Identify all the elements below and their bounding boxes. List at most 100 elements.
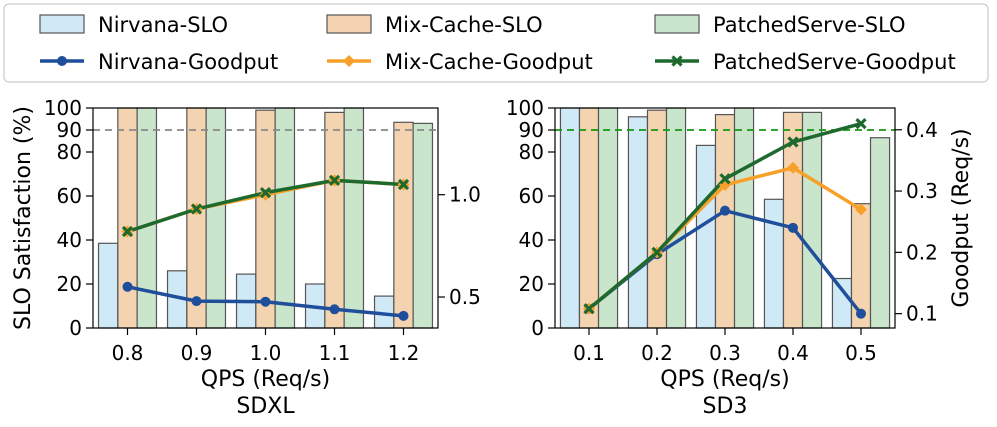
legend-item-patchedserve-goodput: PatchedServe-Goodput	[655, 50, 956, 74]
point-nirvana-goodput-0.8	[122, 281, 133, 292]
y-left-tick-label: 90	[57, 118, 82, 142]
legend-item-mix-cache-slo: Mix-Cache-SLO	[326, 13, 543, 37]
point-mix-cache-goodput-0.4	[787, 161, 799, 174]
y-left-tick-label: 20	[57, 272, 82, 296]
legend-label: Mix-Cache-SLO	[385, 13, 543, 37]
legend-frame	[3, 3, 989, 83]
x-tick-label: 0.8	[112, 341, 144, 365]
bar-nirvana-slo-0.8	[97, 242, 119, 329]
legend-item-mix-cache-goodput: Mix-Cache-Goodput	[327, 50, 593, 74]
legend-marker	[671, 55, 683, 67]
bar-nirvana-slo-0.1	[559, 107, 581, 329]
y-right-tick-label: 1.0	[449, 183, 481, 207]
x-tick-label: 0.1	[573, 341, 605, 365]
bar-patchedserve-slo-0.8	[136, 107, 158, 329]
point-patchedserve-goodput-0.5-stroke	[855, 117, 867, 130]
bar-nirvana-slo-0.3	[695, 144, 717, 329]
point-patchedserve-goodput-0.4-stroke	[787, 136, 799, 148]
y-left-tick-label: 0	[531, 316, 544, 340]
point-nirvana-goodput-1.1	[329, 304, 340, 315]
legend-label: Mix-Cache-Goodput	[385, 50, 593, 74]
y-left-tick-label: 60	[519, 184, 544, 208]
legend-swatch	[654, 14, 700, 34]
y-left-tick-label: 40	[57, 228, 82, 252]
x-tick-label: 0.9	[181, 341, 213, 365]
y-left-tick-label: 100	[506, 96, 544, 120]
y-left-tick-label: 40	[519, 228, 544, 252]
point-nirvana-goodput-1.0	[260, 296, 271, 307]
x-tick-label: 1.1	[319, 341, 351, 365]
chart-title: SD3	[703, 394, 748, 419]
legend-swatch	[326, 14, 372, 34]
point-patchedserve-goodput-0.3-stroke	[719, 173, 731, 185]
point-nirvana-goodput-0.3	[720, 205, 730, 216]
legend-swatch	[39, 14, 85, 34]
point-patchedserve-goodput-0.9	[190, 203, 203, 215]
bar-mix-cache-slo-0.8	[117, 107, 138, 329]
point-patchedserve-goodput-1.0-stroke	[259, 187, 272, 199]
chart-title: SDXL	[236, 394, 295, 419]
legend-item-nirvana-goodput: Nirvana-Goodput	[40, 50, 278, 74]
x-tick-label: 1.0	[250, 341, 282, 365]
point-patchedserve-goodput-0.8-stroke	[121, 225, 134, 238]
bar-mix-cache-slo-0.1	[578, 107, 600, 329]
point-patchedserve-goodput-0.4	[787, 136, 799, 148]
x-axis-label: QPS (Req/s)	[660, 367, 789, 392]
point-patchedserve-goodput-1.1-stroke	[328, 174, 341, 186]
x-tick-label: 0.3	[709, 341, 741, 365]
y-right-tick-label: 0.2	[906, 240, 938, 264]
legend-item-nirvana-slo: Nirvana-SLO	[39, 13, 228, 37]
y-right-tick-label: 0.3	[906, 179, 938, 203]
y-right-axis-label: Goodput (Req/s)	[949, 128, 974, 307]
point-nirvana-goodput-1.2	[398, 310, 409, 321]
x-tick-label: 0.2	[641, 341, 673, 365]
x-tick-label: 0.4	[777, 341, 809, 365]
y-right-tick-label: 0.5	[449, 285, 481, 309]
y-left-tick-label: 90	[519, 118, 544, 142]
x-tick-label: 0.5	[845, 341, 877, 365]
legend-marker-stroke	[671, 55, 683, 67]
point-patchedserve-goodput-1.1	[328, 174, 341, 186]
point-patchedserve-goodput-0.1	[583, 303, 595, 315]
bar-nirvana-slo-0.4	[763, 198, 785, 329]
bar-mix-cache-slo-1.1	[324, 111, 345, 329]
y-right-tick-label: 0.1	[906, 302, 938, 326]
point-patchedserve-goodput-0.2-stroke	[651, 246, 663, 258]
bar-patchedserve-slo-0.2	[665, 107, 687, 329]
legend-label: Nirvana-Goodput	[98, 50, 278, 74]
y-left-tick-label: 0	[69, 316, 82, 340]
bar-mix-cache-slo-1.0	[255, 109, 276, 329]
point-patchedserve-goodput-0.9-stroke	[190, 203, 203, 215]
y-left-tick-label: 100	[44, 96, 82, 120]
bar-nirvana-slo-0.5	[831, 277, 853, 329]
y-left-tick-label: 60	[57, 184, 82, 208]
y-left-tick-label: 80	[519, 140, 544, 164]
bar-patchedserve-slo-0.5	[869, 137, 891, 329]
bar-patchedserve-slo-1.0	[274, 107, 296, 329]
point-patchedserve-goodput-0.8	[121, 225, 134, 238]
legend-label: PatchedServe-SLO	[713, 13, 906, 37]
legend-marker	[343, 55, 355, 67]
y-left-tick-label: 20	[519, 272, 544, 296]
x-axis-label: QPS (Req/s)	[201, 367, 330, 392]
point-nirvana-goodput-0.5	[856, 308, 866, 319]
bar-mix-cache-slo-0.3	[714, 113, 736, 329]
bar-mix-cache-slo-0.2	[646, 109, 668, 329]
bar-patchedserve-slo-0.4	[801, 111, 823, 329]
y-left-tick-label: 80	[57, 140, 82, 164]
bar-patchedserve-slo-1.2	[412, 122, 434, 329]
point-patchedserve-goodput-0.2	[651, 246, 663, 258]
legend-label: PatchedServe-Goodput	[713, 50, 956, 74]
point-patchedserve-goodput-0.3	[719, 173, 731, 185]
legend: Nirvana-SLO Mix-Cache-SLO PatchedServe-SLO…	[3, 3, 989, 83]
point-patchedserve-goodput-1.2	[397, 178, 410, 191]
point-patchedserve-goodput-0.1-stroke	[583, 303, 595, 315]
y-left-axis-label: SLO Satisfaction (%)	[11, 106, 36, 330]
bar-mix-cache-slo-0.9	[186, 107, 207, 329]
legend-label: Nirvana-SLO	[98, 13, 228, 37]
x-tick-label: 1.2	[388, 341, 420, 365]
